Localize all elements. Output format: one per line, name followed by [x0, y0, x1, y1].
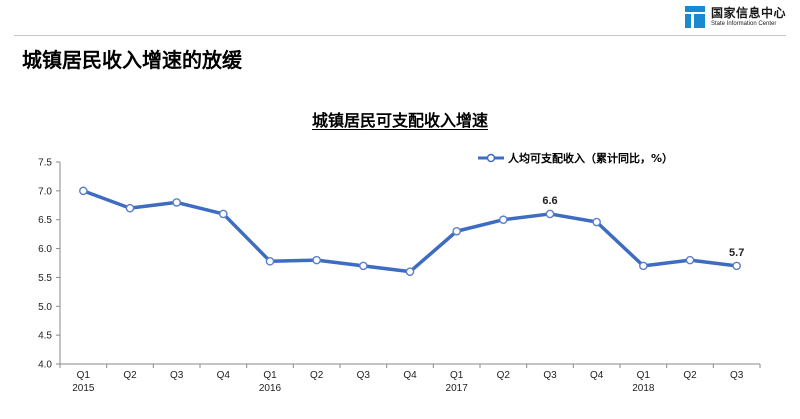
x-tick-label: Q4	[217, 370, 231, 381]
x-tick-label: Q4	[403, 370, 417, 381]
data-point	[685, 255, 695, 265]
data-point	[592, 217, 601, 227]
data-point	[499, 215, 508, 225]
legend-line-marker-icon	[478, 153, 504, 163]
logo-text: 国家信息中心 State Information Center	[711, 7, 786, 27]
chart-title: 城镇居民可支配收入增速	[311, 111, 488, 130]
series-line	[82, 189, 737, 274]
chart-legend: 人均可支配收入（累计同比，%）	[478, 150, 673, 166]
x-tick-label: Q2	[123, 370, 137, 381]
data-point	[312, 255, 321, 265]
logo-mark-icon	[684, 6, 705, 28]
header-divider	[14, 35, 786, 36]
x-tick-label: Q3	[357, 370, 371, 381]
x-tick-label: Q3	[543, 370, 557, 381]
y-tick-label: 6.0	[38, 244, 52, 255]
data-point	[265, 256, 275, 266]
x-tick-label: Q1	[77, 370, 91, 381]
x-tick-label: Q1	[263, 370, 277, 381]
y-tick-label: 5.0	[38, 302, 52, 313]
x-year-label: 2016	[259, 383, 282, 394]
data-point	[359, 261, 368, 271]
data-point	[405, 267, 415, 276]
data-label: 5.7	[729, 247, 744, 259]
x-tick-label: Q1	[637, 370, 651, 381]
x-year-label: 2017	[446, 383, 469, 394]
data-point	[79, 186, 88, 196]
x-tick-label: Q1	[450, 370, 464, 381]
x-year-label: 2018	[632, 383, 655, 394]
x-tick-label: Q3	[170, 370, 184, 381]
page-title: 城镇居民收入增速的放缓	[22, 48, 242, 72]
data-point	[545, 209, 555, 219]
logo-chinese-name: 国家信息中心	[710, 6, 786, 20]
x-tick-label: Q2	[497, 370, 511, 381]
y-tick-label: 6.5	[38, 215, 52, 226]
y-tick-label: 7.0	[38, 186, 52, 197]
y-tick-label: 4.0	[38, 360, 52, 371]
data-point	[219, 209, 228, 219]
y-tick-label: 7.5	[38, 158, 52, 169]
x-tick-label: Q2	[683, 370, 697, 381]
y-tick-label: 4.5	[38, 331, 52, 342]
x-tick-label: Q3	[730, 370, 744, 381]
data-point	[452, 226, 461, 236]
y-tick-label: 5.5	[38, 273, 52, 284]
data-point	[639, 261, 648, 271]
logo-english-name: State Information Center	[710, 21, 777, 27]
legend-label: 人均可支配收入（累计同比，%）	[508, 152, 674, 165]
state-information-center-logo: 国家信息中心 State Information Center	[684, 6, 786, 28]
data-point	[732, 261, 741, 271]
x-tick-label: Q2	[310, 370, 324, 381]
x-tick-label: Q4	[590, 370, 604, 381]
data-point	[172, 198, 181, 207]
x-year-label: 2015	[72, 383, 95, 394]
data-point	[125, 203, 135, 213]
data-label: 6.6	[542, 195, 557, 207]
